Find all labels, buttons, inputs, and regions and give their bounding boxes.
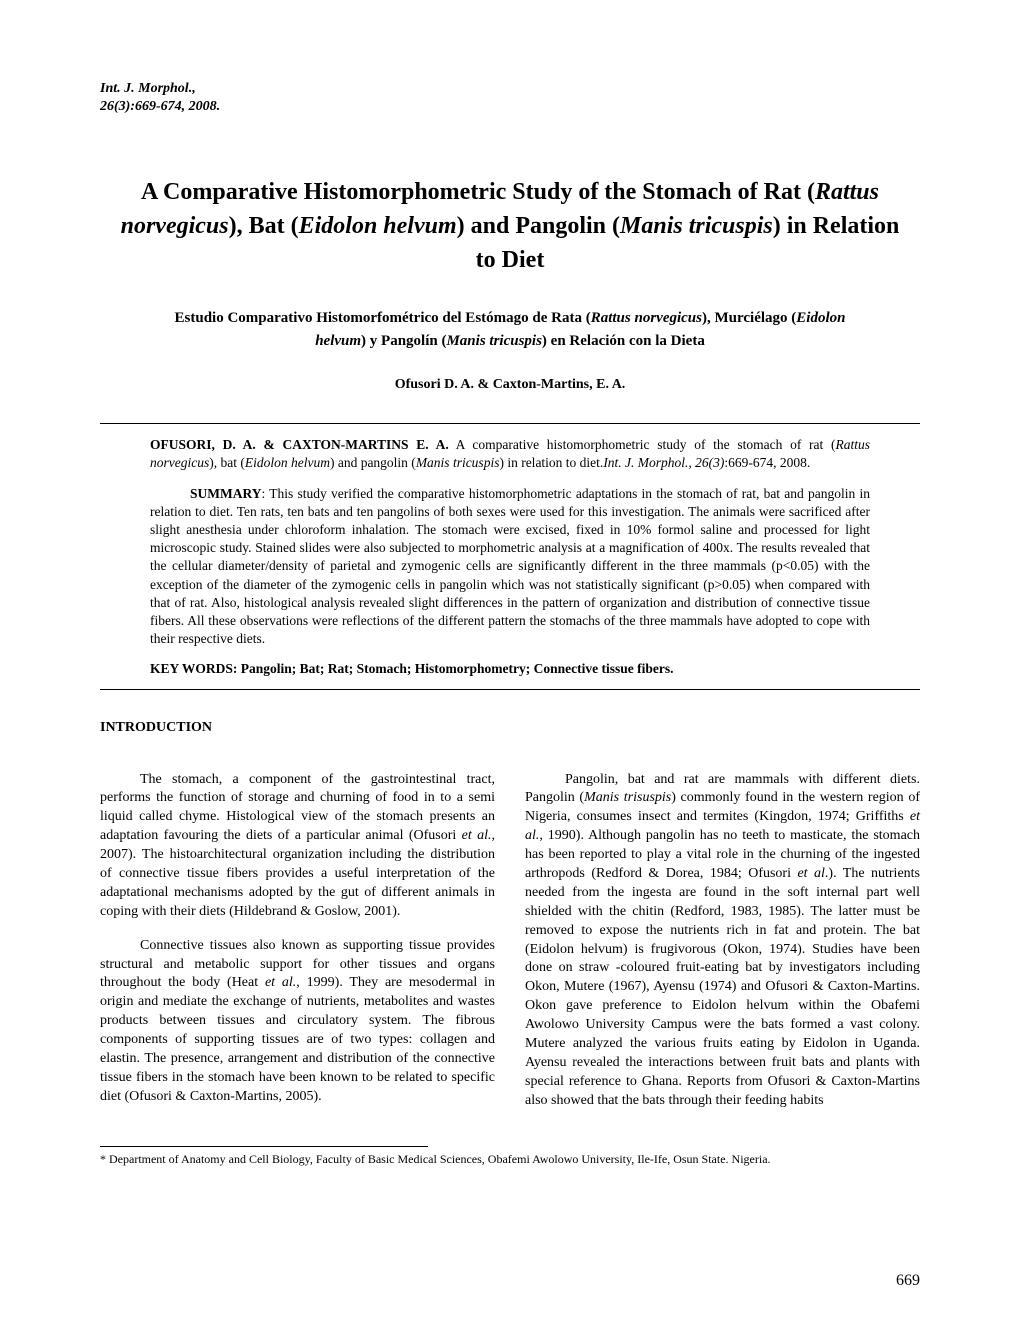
divider [100,423,920,424]
divider [100,689,920,690]
keywords: KEY WORDS: Pangolin; Bat; Rat; Stomach; … [150,661,870,677]
authors: Ofusori D. A. & Caxton-Martins, E. A. [100,377,920,393]
journal-header: Int. J. Morphol., 26(3):669-674, 2008. [100,80,920,116]
body-columns: The stomach, a component of the gastroin… [100,771,920,1126]
section-heading-introduction: INTRODUCTION [100,720,920,736]
footnote: * Department of Anatomy and Cell Biology… [100,1152,920,1167]
paragraph: Connective tissues also known as support… [100,937,495,1107]
journal-name: Int. J. Morphol., [100,80,920,98]
paragraph: The stomach, a component of the gastroin… [100,771,495,922]
paper-subtitle: Estudio Comparativo Histomorfométrico de… [160,307,860,352]
paper-title: A Comparative Histomorphometric Study of… [120,176,900,277]
journal-issue: 26(3):669-674, 2008. [100,98,920,116]
column-left: The stomach, a component of the gastroin… [100,771,495,1126]
citation: OFUSORI, D. A. & CAXTON-MARTINS E. A. A … [150,436,870,472]
column-right: Pangolin, bat and rat are mammals with d… [525,771,920,1126]
paragraph: Pangolin, bat and rat are mammals with d… [525,771,920,1111]
summary: SUMMARY: This study verified the compara… [150,485,870,649]
page-number: 669 [896,1272,920,1290]
footnote-divider [100,1146,428,1147]
